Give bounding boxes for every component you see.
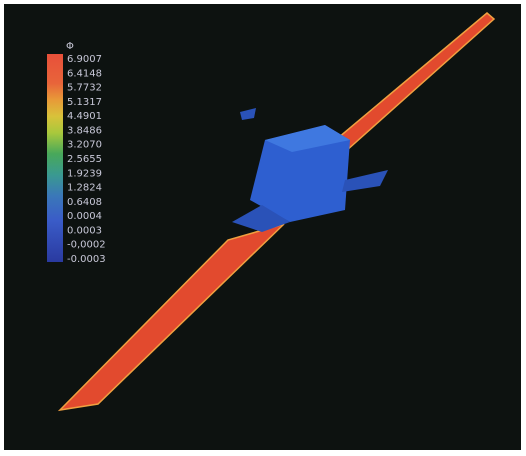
legend-label: 4.4901 — [67, 111, 102, 122]
legend-label: 0.0004 — [67, 211, 102, 222]
legend-label: 1.2824 — [67, 183, 102, 194]
legend-label: -0,0002 — [67, 240, 106, 251]
legend-label: 1.9239 — [67, 168, 102, 179]
visualization: Φ 6.9007 6.4148 5.7732 5.1317 4.4901 3.8486 3.… — [0, 0, 526, 456]
colorbar — [47, 54, 63, 262]
legend-label: 0.0003 — [67, 225, 102, 236]
legend-label: 5.7732 — [67, 83, 102, 94]
legend-label: -0.0003 — [67, 254, 106, 265]
legend-label: 0.6408 — [67, 197, 102, 208]
legend-label: 2.5655 — [67, 154, 102, 165]
page: Φ 6.9007 6.4148 5.7732 5.1317 4.4901 3.8486 3.… — [0, 0, 526, 456]
legend-title: Φ — [66, 41, 74, 52]
legend-label: 6.9007 — [67, 54, 102, 65]
legend-labels: 6.9007 6.4148 5.7732 5.1317 4.4901 3.8486 3.20… — [67, 54, 106, 265]
legend-label: 3.2070 — [67, 140, 102, 151]
legend-label: 5.1317 — [67, 97, 102, 108]
legend-label: 6.4148 — [67, 68, 102, 79]
legend-label: 3.8486 — [67, 125, 102, 136]
